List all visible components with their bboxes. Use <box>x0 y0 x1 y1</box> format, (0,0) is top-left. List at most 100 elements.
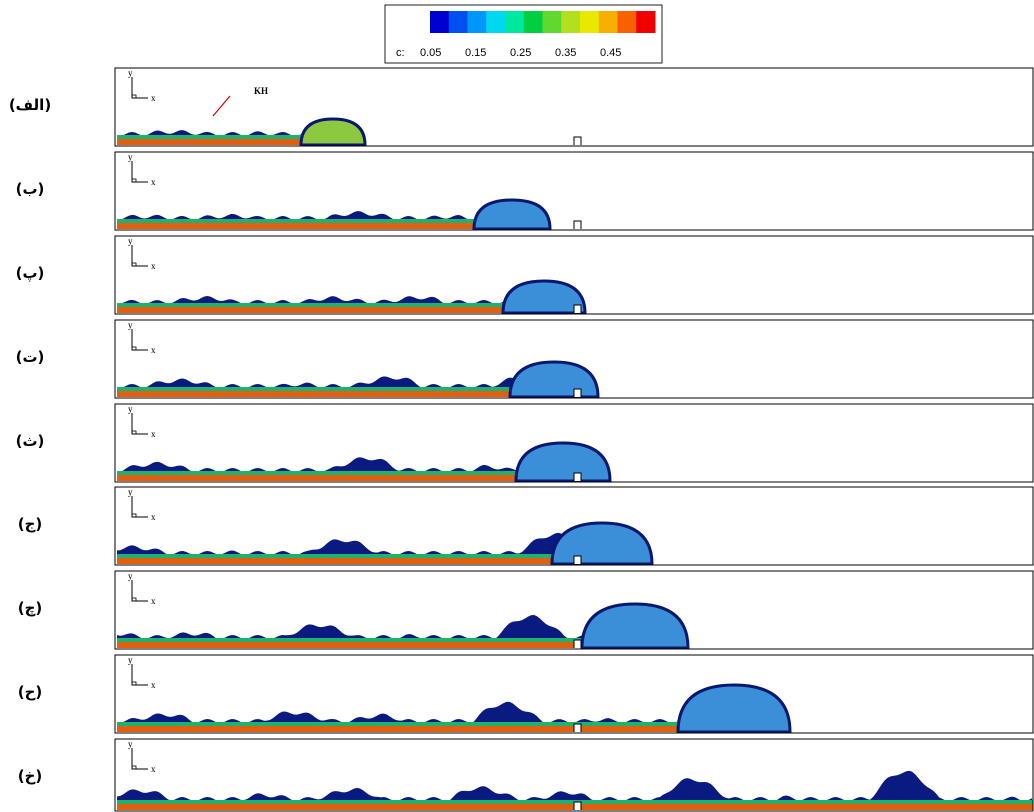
panel-label: (الف) <box>9 96 51 114</box>
axis-origin <box>131 513 137 518</box>
panel: yx <box>114 654 1034 734</box>
colorbar-tick-label: 0.05 <box>420 47 441 59</box>
obstacle <box>573 388 582 397</box>
panel-frame <box>114 738 1034 812</box>
obstacle <box>573 639 582 648</box>
axis-label-x: x <box>151 345 156 355</box>
colorbar-tick-label: 0.15 <box>465 47 486 59</box>
panel-frame <box>114 486 1034 566</box>
colorbar-swatch <box>467 11 487 33</box>
panel-frame <box>114 235 1034 315</box>
dense-layer <box>117 391 553 397</box>
colorbar-tick-label: 0.45 <box>600 47 621 59</box>
dense-layer <box>117 642 643 648</box>
mid-layer <box>117 303 540 308</box>
mid-layer <box>117 722 745 727</box>
panel-frame <box>114 151 1034 231</box>
panel: yx <box>114 486 1034 566</box>
colorbar-swatch <box>580 11 600 33</box>
dense-layer <box>117 475 565 481</box>
axis-label-x: x <box>151 764 156 774</box>
current-head <box>501 279 587 315</box>
obstacle <box>573 723 582 732</box>
axis-origin <box>131 430 137 435</box>
mid-layer <box>117 135 320 140</box>
axis-label-y: y <box>128 739 133 749</box>
mid-layer <box>117 219 505 224</box>
panel-frame <box>114 654 1034 734</box>
panel-label: (چ) <box>18 599 43 617</box>
colorbar-swatch <box>430 11 450 33</box>
mid-layer <box>117 471 565 476</box>
colorbar-swatch <box>561 11 581 33</box>
annotation: KH <box>254 86 268 96</box>
colorbar-swatch <box>617 11 637 33</box>
axis-label-y: y <box>128 655 133 665</box>
mid-layer <box>117 387 553 392</box>
dense-layer <box>117 558 607 564</box>
axis-label-x: x <box>151 596 156 606</box>
current-head <box>550 521 654 566</box>
mid-layer <box>117 554 607 559</box>
colorbar-swatch <box>505 11 525 33</box>
axis-label-y: y <box>128 320 133 330</box>
panel-label: (ت) <box>16 348 45 366</box>
dense-layer <box>117 307 540 313</box>
axis-label-y: y <box>128 404 133 414</box>
colorbar-swatch <box>636 11 656 33</box>
axis-origin <box>131 765 137 770</box>
obstacle <box>573 801 582 810</box>
colorbar-swatch <box>598 11 618 33</box>
axis-label-y: y <box>128 152 133 162</box>
panel: yx <box>114 151 1034 231</box>
panel: yx <box>114 67 1034 147</box>
axis-label-x: x <box>151 177 156 187</box>
panel-frame <box>114 403 1034 483</box>
colorbar-swatch <box>523 11 543 33</box>
panel-label: (ب) <box>16 180 45 198</box>
axis-label-x: x <box>151 261 156 271</box>
current-head <box>508 360 600 399</box>
obstacle <box>573 472 582 481</box>
axis-label-x: x <box>151 512 156 522</box>
axis-origin <box>131 681 137 686</box>
axis-origin <box>131 178 137 183</box>
obstacle <box>573 220 582 229</box>
axis-label-y: y <box>128 487 133 497</box>
obstacle <box>573 304 582 313</box>
axis-label-y: y <box>128 571 133 581</box>
panel: yx <box>114 403 1034 483</box>
axis-label-x: x <box>151 93 156 103</box>
axis-label-x: x <box>151 680 156 690</box>
panel-frame <box>114 319 1034 399</box>
panel-label: (ث) <box>16 432 45 450</box>
axis-origin <box>131 94 137 99</box>
colorbar-tick-label: 0.25 <box>510 47 531 59</box>
panel-label: (ج) <box>18 515 43 533</box>
axis-label-y: y <box>128 68 133 78</box>
panel-label: (خ) <box>18 767 43 785</box>
mid-layer <box>117 638 643 643</box>
panel: yx <box>114 235 1034 315</box>
axis-label-y: y <box>128 236 133 246</box>
axis-origin <box>131 346 137 351</box>
panel-frame <box>114 570 1034 650</box>
dense-layer <box>117 726 745 732</box>
current-head <box>472 198 552 231</box>
current-head <box>580 602 690 650</box>
colorbar-swatch <box>542 11 562 33</box>
axis-label-x: x <box>151 429 156 439</box>
obstacle <box>573 555 582 564</box>
axis-origin <box>131 597 137 602</box>
panel: yx <box>114 570 1034 650</box>
colorbar-variable: c: <box>396 47 405 59</box>
axis-origin <box>131 262 137 267</box>
current-head <box>514 441 612 483</box>
panel: yx <box>114 319 1034 399</box>
colorbar-tick-label: 0.35 <box>555 47 576 59</box>
colorbar-swatch <box>486 11 506 33</box>
panel-label: (پ) <box>16 264 45 282</box>
annotation-arrow <box>212 95 231 117</box>
panel-label: (ح) <box>18 683 43 701</box>
